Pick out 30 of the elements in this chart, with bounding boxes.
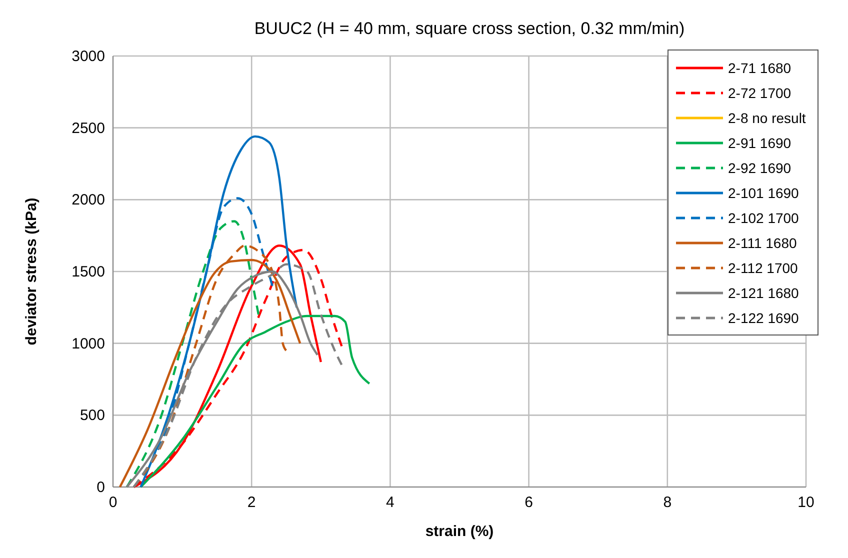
- legend-label: 2-121 1680: [728, 285, 800, 301]
- legend-label: 2-122 1690: [728, 310, 800, 326]
- y-tick-label: 1500: [72, 264, 105, 280]
- line-series: [140, 314, 371, 488]
- legend-label: 2-71 1680: [728, 60, 792, 76]
- legend-label: 2-92 1690: [728, 160, 792, 176]
- chart-title: BUUC2 (H = 40 mm, square cross section, 0.32 mm/min): [254, 19, 685, 38]
- line-series: [126, 220, 260, 488]
- x-tick-label: 8: [663, 494, 672, 511]
- legend-label: 2-72 1700: [728, 85, 792, 101]
- x-tick-label: 0: [108, 494, 118, 511]
- legend-label: 2-8 no result: [728, 110, 806, 126]
- y-tick-label: 3000: [72, 48, 105, 65]
- y-tick-label: 500: [80, 407, 105, 424]
- x-tick-label: 2: [247, 494, 256, 511]
- legend-label: 2-102 1700: [728, 210, 800, 226]
- line-series: [140, 135, 298, 488]
- x-tick-label: 6: [524, 494, 533, 511]
- y-axis-title: deviator stress (kPa): [23, 198, 40, 346]
- legend-label: 2-111 1680: [728, 235, 797, 251]
- legend-label: 2-91 1690: [728, 135, 792, 151]
- x-tick-label: 10: [798, 494, 814, 511]
- legend-label: 2-101 1690: [728, 185, 800, 201]
- y-tick-label: 0: [96, 479, 105, 496]
- x-tick-label: 4: [386, 494, 394, 511]
- x-axis-title: strain (%): [425, 523, 494, 540]
- y-tick-label: 2500: [72, 120, 105, 137]
- y-tick-label: 1000: [72, 335, 105, 352]
- y-tick-label: 2000: [72, 192, 105, 209]
- legend-label: 2-112 1700: [728, 260, 798, 276]
